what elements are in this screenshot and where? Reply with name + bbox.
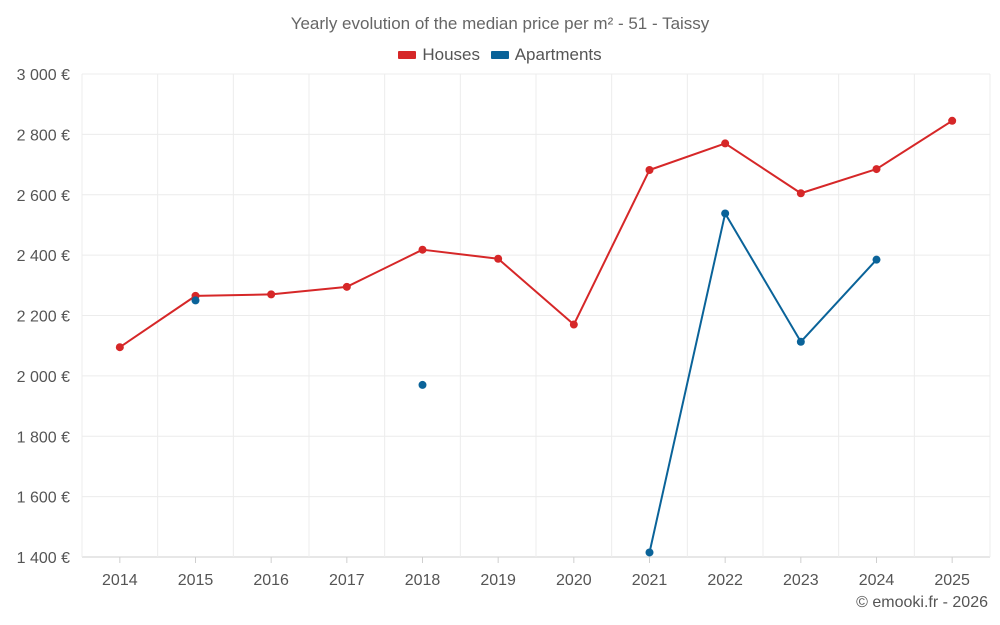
data-point-houses	[115, 343, 124, 352]
data-point-houses	[494, 254, 503, 263]
data-point-houses	[796, 189, 805, 198]
data-point-houses	[569, 320, 578, 329]
y-tick-label: 1 600 €	[17, 490, 70, 507]
series-line-segment-houses	[421, 248, 500, 260]
series-line-segment-houses	[345, 248, 424, 288]
y-tick-label: 1 400 €	[17, 550, 70, 567]
legend-swatch-houses	[398, 51, 417, 59]
data-point-apartments	[872, 255, 881, 264]
series-line-segment-apartments	[724, 212, 802, 343]
series-line-segment-houses	[875, 119, 954, 171]
series-line-segment-houses	[194, 293, 273, 297]
series-line-segment-houses	[648, 142, 727, 171]
y-tick-label: 2 200 €	[17, 309, 70, 326]
series-line-segment-houses	[724, 142, 802, 195]
series-line-segment-apartments	[799, 258, 878, 343]
data-point-houses	[721, 139, 730, 148]
y-tick-label: 3 000 €	[17, 67, 70, 84]
x-tick-label: 2022	[707, 572, 743, 589]
legend: Houses Apartments	[0, 44, 1000, 65]
x-tick-label: 2015	[178, 572, 214, 589]
y-tick-label: 1 800 €	[17, 429, 70, 446]
x-tick-label: 2024	[859, 572, 895, 589]
data-point-houses	[267, 290, 276, 299]
x-tick-label: 2016	[253, 572, 289, 589]
legend-item-apartments[interactable]: Apartments	[490, 45, 602, 65]
data-point-apartments	[721, 209, 730, 218]
y-tick-label: 2 600 €	[17, 188, 70, 205]
data-point-houses	[645, 165, 654, 174]
data-point-houses	[418, 245, 427, 254]
data-point-houses	[948, 116, 957, 125]
x-tick-label: 2023	[783, 572, 819, 589]
x-tick-label: 2018	[405, 572, 441, 589]
data-point-houses	[872, 165, 881, 174]
y-tick-label: 2 800 €	[17, 127, 70, 144]
y-tick-label: 2 400 €	[17, 248, 70, 265]
legend-swatch-apartments	[490, 51, 509, 59]
y-tick-label: 2 000 €	[17, 369, 70, 386]
x-tick-label: 2020	[556, 572, 592, 589]
x-tick-label: 2017	[329, 572, 365, 589]
data-point-apartments	[418, 380, 427, 389]
data-point-houses	[342, 282, 351, 291]
x-tick-label: 2021	[632, 572, 668, 589]
legend-item-houses[interactable]: Houses	[398, 45, 480, 65]
series-line-segment-houses	[799, 168, 878, 195]
data-point-apartments	[796, 337, 805, 346]
series-line-segment-houses	[497, 257, 575, 326]
x-tick-label: 2019	[480, 572, 516, 589]
x-tick-label: 2014	[102, 572, 138, 589]
series-line-segment-apartments	[648, 212, 727, 554]
data-point-apartments	[191, 296, 200, 305]
x-tick-label: 2025	[934, 572, 970, 589]
data-point-apartments	[645, 548, 654, 557]
chart-title: Yearly evolution of the median price per…	[290, 14, 710, 33]
series-line-segment-houses	[118, 294, 197, 349]
legend-label-apartments: Apartments	[514, 45, 602, 64]
copyright-credit: © emooki.fr - 2026	[856, 594, 988, 611]
legend-label-houses: Houses	[422, 45, 480, 64]
series-line-segment-houses	[270, 285, 348, 296]
series-line-segment-houses	[572, 168, 651, 326]
